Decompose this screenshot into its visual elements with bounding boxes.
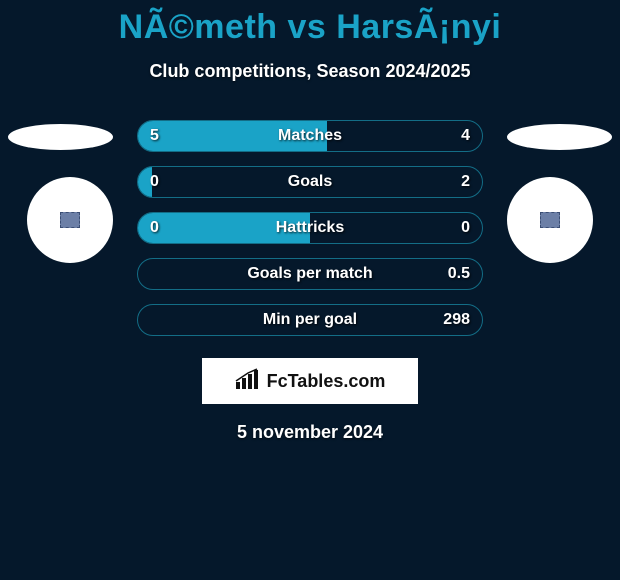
stat-value-right: 298: [443, 311, 470, 329]
stat-row: 0Hattricks0: [137, 212, 483, 244]
stat-label: Hattricks: [138, 219, 482, 237]
stat-label: Goals per match: [138, 265, 482, 283]
stat-value-right: 0: [461, 219, 470, 237]
stat-label: Goals: [138, 173, 482, 191]
stat-value-right: 4: [461, 127, 470, 145]
subtitle: Club competitions, Season 2024/2025: [0, 61, 620, 82]
date-text: 5 november 2024: [0, 422, 620, 443]
brand-box: FcTables.com: [202, 358, 418, 404]
image-placeholder-icon: [60, 212, 80, 228]
player-right-photo-placeholder: [507, 124, 612, 150]
bar-chart-icon: [235, 368, 261, 395]
player-left-club-badge: [27, 177, 113, 263]
brand-text: FcTables.com: [267, 371, 386, 392]
stat-label: Matches: [138, 127, 482, 145]
comparison-widget: NÃ©meth vs HarsÃ¡nyi Club competitions, …: [0, 0, 620, 580]
player-left-photo-placeholder: [8, 124, 113, 150]
image-placeholder-icon: [540, 212, 560, 228]
stat-row: 0Goals2: [137, 166, 483, 198]
stat-label: Min per goal: [138, 311, 482, 329]
stat-row: Min per goal298: [137, 304, 483, 336]
stat-value-right: 2: [461, 173, 470, 191]
stat-value-right: 0.5: [448, 265, 470, 283]
player-right-club-badge: [507, 177, 593, 263]
page-title: NÃ©meth vs HarsÃ¡nyi: [0, 0, 620, 47]
stat-row: 5Matches4: [137, 120, 483, 152]
stat-row: Goals per match0.5: [137, 258, 483, 290]
